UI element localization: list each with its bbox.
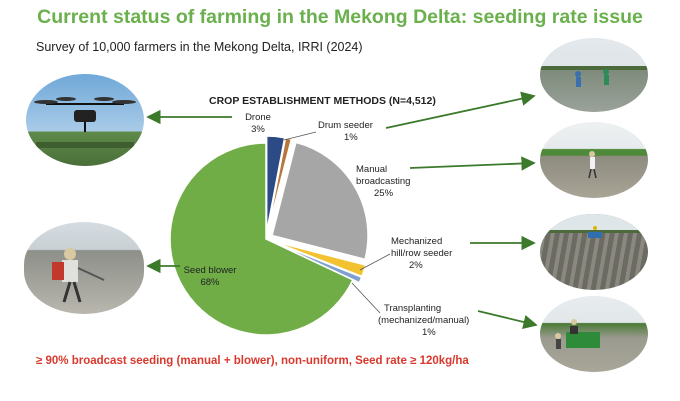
arrow-manual-broadcasting <box>409 156 536 171</box>
drum-seeder-field-photo <box>540 38 648 112</box>
row-seeder-field-photo <box>540 214 648 290</box>
slice-label-mechanized-hill-row-seeder: Mechanized hill/row seeder 2% <box>391 236 452 271</box>
slide-subtitle: Survey of 10,000 farmers in the Mekong D… <box>36 40 363 54</box>
pie-slice-seed-blower <box>169 142 354 336</box>
slice-label-transplanting-mechanized-manual: Transplanting (mechanized/manual) 1% <box>378 303 469 338</box>
slice-label-seed-blower: Seed blower 68% <box>184 265 237 288</box>
worker-icon <box>540 66 648 87</box>
transplanter-icon <box>555 319 600 349</box>
slice-label-drum-seeder: Drum seeder 1% <box>318 120 373 143</box>
transplanter-photo <box>540 296 648 372</box>
pie-slice-drone <box>265 135 286 233</box>
farmer-broadcasting-icon <box>588 151 597 179</box>
pie-slice-manual-broadcasting <box>271 141 369 261</box>
slice-label-manual-broadcasting: Manual broadcasting 25% <box>356 164 410 199</box>
slice-label-drone: Drone 3% <box>245 112 271 135</box>
seeder-machine-icon <box>540 214 648 238</box>
drone-photo <box>26 74 144 166</box>
leader-line-transplanting-mechanized-manual <box>351 282 381 314</box>
leader-line-drum-seeder <box>283 131 317 141</box>
blower-farmer-photo <box>24 222 144 314</box>
manual-broadcasting-field-photo <box>540 122 648 198</box>
arrow-transplanting <box>477 310 538 330</box>
arrow-drum-seeder <box>385 91 536 129</box>
farmer-icon <box>52 248 105 303</box>
leader-line-mechanized-hill-row-seeder <box>359 253 391 271</box>
drone-icon <box>34 97 136 148</box>
slide-title: Current status of farming in the Mekong … <box>37 6 643 28</box>
footnote-conclusion: ≥ 90% broadcast seeding (manual + blower… <box>36 355 469 367</box>
chart-title: CROP ESTABLISHMENT METHODS (N=4,512) <box>209 95 436 107</box>
